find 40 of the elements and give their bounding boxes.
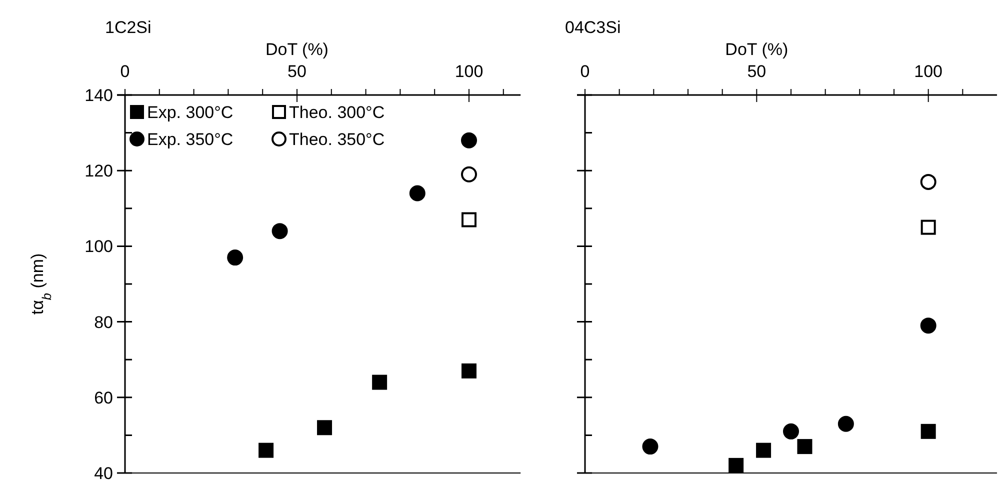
point <box>462 212 476 228</box>
point <box>728 458 744 473</box>
point <box>920 220 936 235</box>
x-axis-title: DoT (%) <box>266 40 328 59</box>
x-tick-label: 0 <box>120 62 130 81</box>
point <box>838 416 854 432</box>
x-tick-label: 100 <box>454 62 484 81</box>
legend-label: Theo. 350°C <box>289 130 385 149</box>
y-tick-label: 80 <box>94 312 113 332</box>
x-tick-label: 50 <box>288 62 306 81</box>
point <box>409 185 426 202</box>
y-tick-label: 100 <box>84 237 113 256</box>
point <box>317 420 332 436</box>
point <box>227 250 244 266</box>
x-axis-title: DoT (%) <box>725 40 788 59</box>
point <box>797 439 812 454</box>
y-tick-label: 60 <box>94 388 113 408</box>
point <box>920 424 936 439</box>
point <box>920 318 936 334</box>
chart-title: 04C3Si <box>565 18 621 37</box>
point <box>462 363 476 378</box>
x-tick-label: 100 <box>914 62 943 81</box>
legend-label: Exp. 350°C <box>147 130 234 149</box>
y-tick-label: 140 <box>84 86 113 105</box>
point <box>258 442 274 458</box>
point <box>272 223 288 240</box>
point <box>920 174 936 190</box>
point <box>461 166 477 182</box>
point <box>461 132 477 148</box>
chart-title: 1C2Si <box>105 18 152 37</box>
y-tick-label: 120 <box>84 162 113 181</box>
y-tick-label: 40 <box>94 464 113 481</box>
legend-label: Theo. 300°C <box>289 103 385 122</box>
point <box>372 374 388 390</box>
point <box>642 438 658 455</box>
point <box>783 423 799 440</box>
point <box>756 442 772 458</box>
x-tick-label: 50 <box>747 62 766 81</box>
legend-label: Exp. 300°C <box>147 103 234 122</box>
x-tick-label: 0 <box>580 62 590 81</box>
